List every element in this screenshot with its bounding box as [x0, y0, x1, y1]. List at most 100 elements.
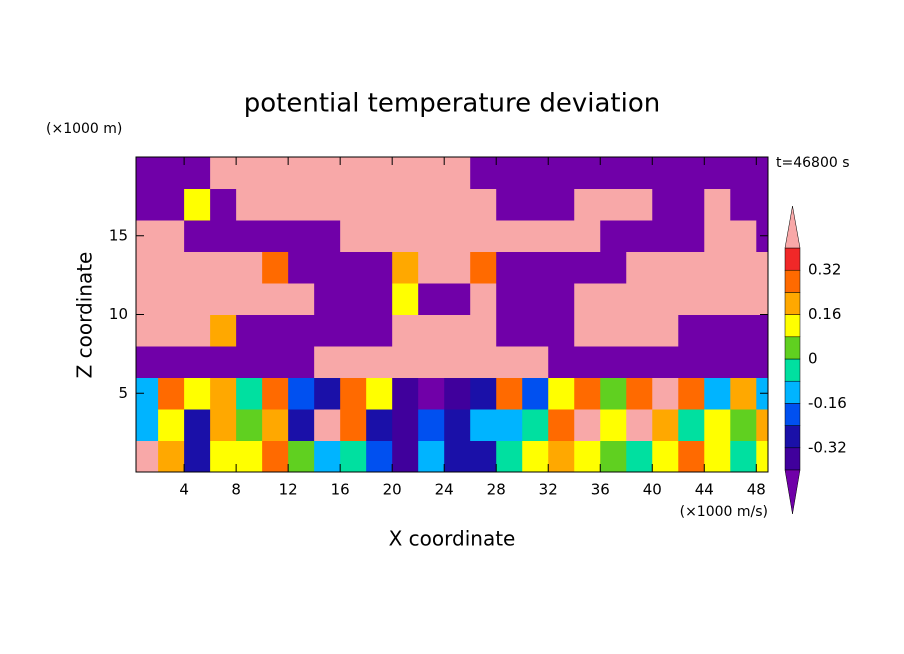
field-cell — [600, 251, 627, 284]
field-cell — [262, 283, 289, 315]
field-cell — [756, 440, 768, 472]
field-cell — [418, 409, 445, 441]
field-cell — [184, 377, 211, 410]
field-cell — [652, 440, 679, 472]
field-cell — [418, 220, 445, 252]
colorbar-band — [784, 314, 801, 338]
field-cell — [600, 188, 627, 221]
field-cell — [392, 346, 419, 378]
x-tick-label: 36 — [591, 481, 610, 499]
field-cell — [314, 283, 341, 315]
field-cell — [184, 440, 211, 472]
field-cell — [262, 314, 289, 347]
field-cell — [444, 377, 471, 410]
field-cell — [574, 377, 601, 410]
field-cell — [444, 440, 471, 472]
field-cell — [136, 188, 159, 221]
field-cell — [236, 220, 263, 252]
field-cell — [158, 283, 185, 315]
field-cell — [496, 440, 523, 472]
field-cell — [314, 440, 341, 472]
field-cell — [184, 188, 211, 221]
field-cell — [548, 188, 575, 221]
field-cell — [678, 314, 705, 347]
field-cell — [158, 409, 185, 441]
field-cell — [496, 220, 523, 252]
field-cell — [288, 314, 315, 347]
field-cell — [470, 251, 497, 284]
field-cell — [652, 188, 679, 221]
field-cell — [262, 251, 289, 284]
field-cell — [496, 346, 523, 378]
field-cell — [522, 283, 549, 315]
field-cell — [704, 157, 731, 189]
field-cell — [340, 409, 367, 441]
field-cell — [392, 220, 419, 252]
field-cell — [262, 409, 289, 441]
field-cell — [704, 188, 731, 221]
field-cell — [210, 346, 237, 378]
field-cell — [340, 283, 367, 315]
field-cell — [392, 251, 419, 284]
colorbar-band — [784, 247, 801, 271]
field-cell — [136, 220, 159, 252]
x-tick-label: 4 — [179, 481, 189, 499]
field-cell — [236, 157, 263, 189]
field-cell — [158, 220, 185, 252]
field-cell — [756, 157, 768, 189]
field-cell — [496, 251, 523, 284]
field-cell — [236, 440, 263, 472]
field-cell — [418, 377, 445, 410]
field-cell — [210, 377, 237, 410]
field-cell — [522, 409, 549, 441]
colorbar-band — [784, 380, 801, 404]
field-cell — [366, 409, 393, 441]
field-cell — [366, 283, 393, 315]
field-cell — [730, 188, 757, 221]
field-cell — [392, 440, 419, 472]
field-cell — [314, 220, 341, 252]
field-cell — [678, 251, 705, 284]
field-cell — [340, 314, 367, 347]
field-cell — [184, 314, 211, 347]
field-cell — [184, 283, 211, 315]
field-cell — [158, 188, 185, 221]
field-cell — [444, 220, 471, 252]
field-cell — [652, 251, 679, 284]
field-cell — [496, 283, 523, 315]
field-cell — [626, 409, 653, 441]
field-cell — [210, 188, 237, 221]
field-cell — [288, 188, 315, 221]
field-cell — [418, 346, 445, 378]
field-cell — [418, 157, 445, 189]
field-cell — [340, 251, 367, 284]
colorbar-band — [784, 269, 801, 293]
field-cell — [626, 188, 653, 221]
field-cell — [444, 188, 471, 221]
field-cell — [288, 440, 315, 472]
field-cell — [444, 283, 471, 315]
field-cell — [340, 377, 367, 410]
y-unit-label: (×1000 m) — [46, 121, 122, 137]
field-cell — [626, 157, 653, 189]
field-cell — [210, 440, 237, 472]
field-cell — [574, 188, 601, 221]
field-cell — [626, 251, 653, 284]
field-cell — [340, 220, 367, 252]
field-cell — [600, 283, 627, 315]
field-cell — [210, 220, 237, 252]
field-cell — [288, 157, 315, 189]
y-axis-title: Z coordinate — [73, 252, 97, 379]
field-cell — [704, 220, 731, 252]
field-cell — [652, 409, 679, 441]
field-cell — [470, 220, 497, 252]
field-cell — [444, 251, 471, 284]
field-cell — [522, 440, 549, 472]
field-cell — [522, 188, 549, 221]
field-cell — [262, 188, 289, 221]
field-cell — [496, 314, 523, 347]
field-cell — [574, 440, 601, 472]
field-cell — [652, 346, 679, 378]
field-cell — [184, 409, 211, 441]
field-cell — [548, 346, 575, 378]
